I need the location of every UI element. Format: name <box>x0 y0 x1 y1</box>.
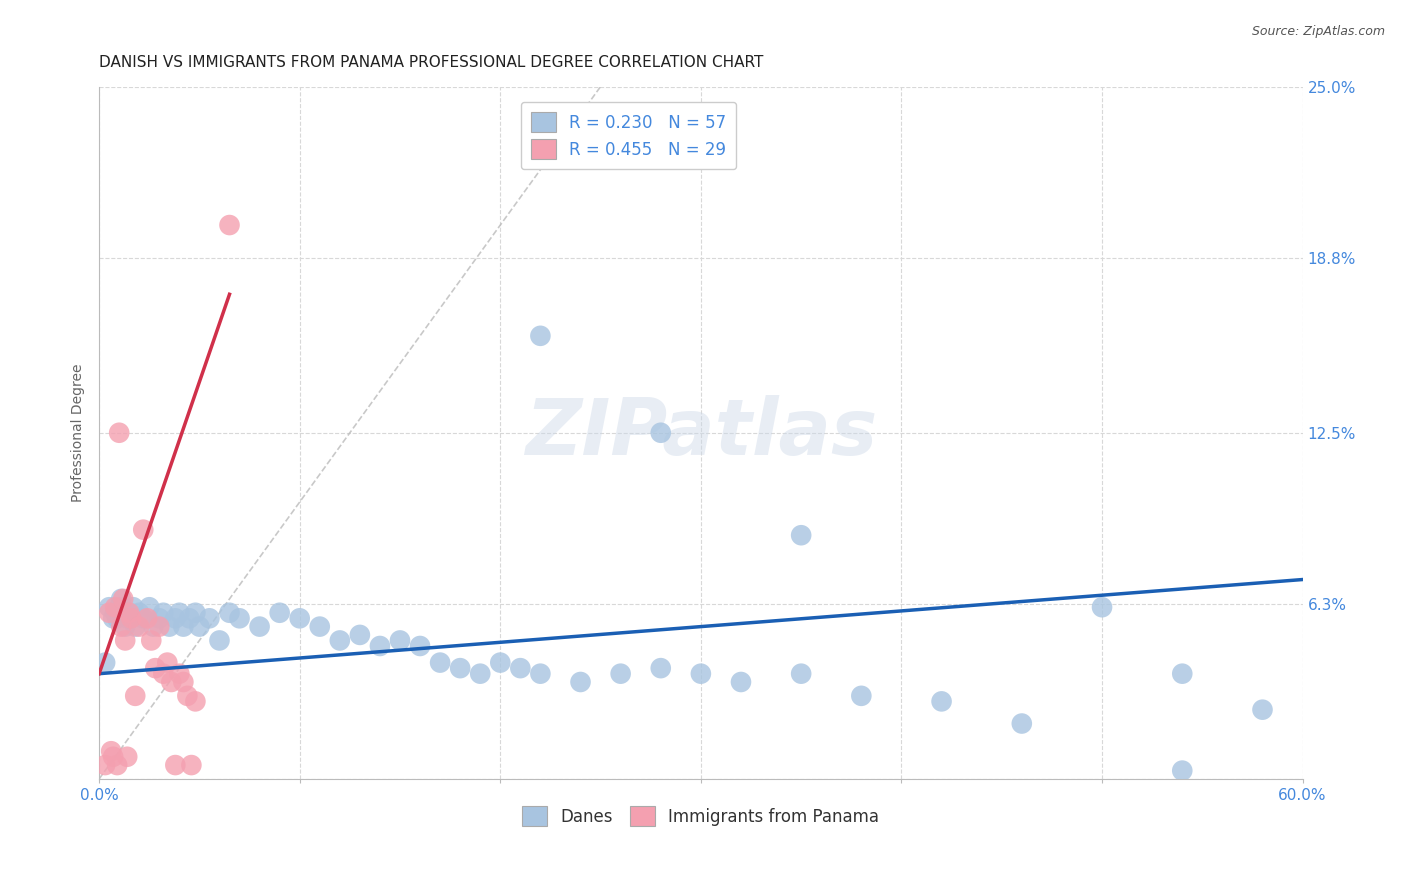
Point <box>218 218 240 232</box>
Point <box>409 639 432 653</box>
Point <box>110 619 132 633</box>
Point <box>115 611 138 625</box>
Point <box>609 666 631 681</box>
Point <box>650 425 672 440</box>
Point <box>120 611 142 625</box>
Y-axis label: Professional Degree: Professional Degree <box>72 364 86 502</box>
Point <box>160 675 183 690</box>
Point <box>489 656 512 670</box>
Point <box>529 328 551 343</box>
Point <box>228 611 250 625</box>
Point <box>1171 666 1194 681</box>
Point <box>288 611 311 625</box>
Point <box>349 628 371 642</box>
Point <box>218 606 240 620</box>
Point <box>308 619 330 633</box>
Point <box>143 661 166 675</box>
Point <box>184 694 207 708</box>
Point <box>141 633 163 648</box>
Point <box>650 661 672 675</box>
Point <box>188 619 211 633</box>
Point <box>98 606 121 620</box>
Point <box>269 606 291 620</box>
Point <box>101 611 124 625</box>
Point <box>100 744 122 758</box>
Point <box>851 689 873 703</box>
Point <box>165 758 187 772</box>
Point <box>198 611 221 625</box>
Point <box>172 619 194 633</box>
Point <box>790 528 813 542</box>
Point <box>138 600 160 615</box>
Point <box>176 689 198 703</box>
Point <box>569 675 592 690</box>
Point <box>128 619 150 633</box>
Point <box>449 661 471 675</box>
Point <box>152 666 174 681</box>
Point <box>180 758 202 772</box>
Point <box>1251 703 1274 717</box>
Point <box>105 611 128 625</box>
Point <box>136 611 159 625</box>
Point <box>128 606 150 620</box>
Point <box>179 611 201 625</box>
Point <box>1011 716 1033 731</box>
Point <box>94 758 117 772</box>
Point <box>118 606 141 620</box>
Point <box>470 666 492 681</box>
Point <box>529 666 551 681</box>
Point <box>124 619 146 633</box>
Point <box>132 611 155 625</box>
Point <box>790 666 813 681</box>
Point <box>172 675 194 690</box>
Point <box>122 600 145 615</box>
Point <box>249 619 271 633</box>
Point <box>689 666 711 681</box>
Point <box>101 749 124 764</box>
Point <box>114 633 136 648</box>
Point <box>112 606 135 620</box>
Point <box>429 656 451 670</box>
Point <box>124 689 146 703</box>
Point <box>98 600 121 615</box>
Point <box>152 606 174 620</box>
Point <box>120 611 142 625</box>
Point <box>156 656 179 670</box>
Point <box>112 591 135 606</box>
Point <box>114 619 136 633</box>
Point <box>104 606 127 620</box>
Text: DANISH VS IMMIGRANTS FROM PANAMA PROFESSIONAL DEGREE CORRELATION CHART: DANISH VS IMMIGRANTS FROM PANAMA PROFESS… <box>100 55 763 70</box>
Point <box>115 749 138 764</box>
Point <box>105 758 128 772</box>
Point <box>169 606 191 620</box>
Point <box>388 633 411 648</box>
Point <box>368 639 391 653</box>
Point <box>1091 600 1114 615</box>
Point <box>509 661 531 675</box>
Point <box>148 619 170 633</box>
Point <box>108 425 131 440</box>
Point <box>730 675 752 690</box>
Point <box>931 694 953 708</box>
Point <box>165 611 187 625</box>
Point <box>184 606 207 620</box>
Point <box>132 523 155 537</box>
Point <box>118 606 141 620</box>
Point <box>104 600 127 615</box>
Point <box>208 633 231 648</box>
Text: ZIPatlas: ZIPatlas <box>524 395 877 471</box>
Text: Source: ZipAtlas.com: Source: ZipAtlas.com <box>1251 25 1385 38</box>
Point <box>1171 764 1194 778</box>
Point <box>142 619 165 633</box>
Point <box>157 619 180 633</box>
Point <box>329 633 352 648</box>
Point <box>169 666 191 681</box>
Point <box>110 591 132 606</box>
Legend: Danes, Immigrants from Panama: Danes, Immigrants from Panama <box>516 799 886 833</box>
Point <box>148 611 170 625</box>
Point <box>94 656 117 670</box>
Point <box>108 600 131 615</box>
